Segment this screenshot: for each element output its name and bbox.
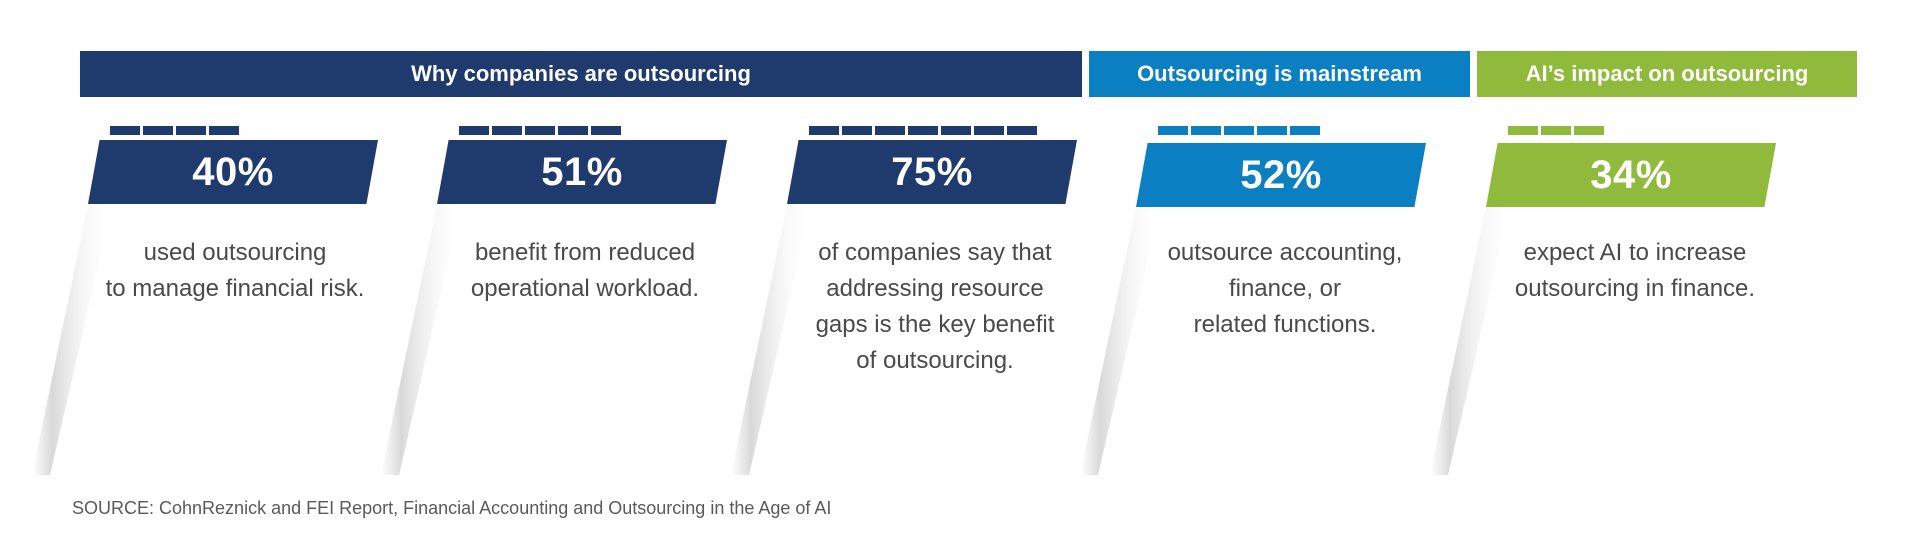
description-line: operational workload.	[470, 275, 700, 302]
tick-strip	[1158, 126, 1320, 135]
header-why-outsourcing: Why companies are outsourcing	[80, 51, 1082, 97]
tick	[875, 126, 905, 135]
tick	[110, 126, 140, 135]
header-outsourcing-mainstream: Outsourcing is mainstream	[1089, 51, 1470, 97]
tick	[591, 126, 621, 135]
stat-34-percent: 34%	[1486, 143, 1776, 207]
tick	[1158, 126, 1188, 135]
card-description: outsource accounting, finance, or relate…	[1150, 235, 1420, 343]
tick	[1508, 126, 1538, 135]
tick	[176, 126, 206, 135]
tick	[908, 126, 938, 135]
card-description: used outsourcing to manage financial ris…	[100, 235, 370, 307]
description-line: addressing resource	[826, 275, 1044, 302]
card-description: of companies say that addressing resourc…	[800, 235, 1070, 379]
tick	[842, 126, 872, 135]
description-line: of outsourcing.	[856, 347, 1014, 374]
card-shadow	[381, 205, 461, 475]
header-ai-impact: AI’s impact on outsourcing	[1477, 51, 1857, 97]
tick-strip	[1508, 126, 1604, 135]
description-line: benefit from reduced	[474, 239, 696, 266]
tick	[809, 126, 839, 135]
tick	[1224, 126, 1254, 135]
description-line: to manage financial risk.	[105, 275, 365, 302]
tick	[974, 126, 1004, 135]
tick	[1191, 126, 1221, 135]
description-line: used outsourcing	[143, 239, 327, 266]
tick	[209, 126, 239, 135]
stat-52-percent: 52%	[1136, 143, 1426, 207]
description-line: of companies say that	[818, 239, 1052, 266]
description-line: gaps is the key benefit	[815, 311, 1055, 338]
tick	[941, 126, 971, 135]
card-description: benefit from reduced operational workloa…	[450, 235, 720, 307]
tick	[143, 126, 173, 135]
tick	[1541, 126, 1571, 135]
tick	[1257, 126, 1287, 135]
tick-strip	[110, 126, 239, 135]
tick	[1007, 126, 1037, 135]
description-line: related functions.	[1193, 311, 1377, 338]
description-line: expect AI to increase	[1523, 239, 1747, 266]
card-shadow	[1080, 207, 1160, 475]
tick	[459, 126, 489, 135]
description-line: outsourcing in finance.	[1514, 275, 1756, 302]
stat-75-percent: 75%	[787, 140, 1077, 204]
card-shadow	[731, 205, 811, 475]
description-line: finance, or	[1228, 275, 1342, 302]
tick	[558, 126, 588, 135]
tick	[492, 126, 522, 135]
source-note: SOURCE: CohnReznick and FEI Report, Fina…	[72, 498, 832, 518]
description-line: outsource accounting,	[1167, 239, 1403, 266]
tick-strip	[459, 126, 621, 135]
tick-strip	[809, 126, 1037, 135]
tick	[525, 126, 555, 135]
tick	[1574, 126, 1604, 135]
tick	[1290, 126, 1320, 135]
card-description: expect AI to increase outsourcing in fin…	[1500, 235, 1770, 307]
stat-40-percent: 40%	[88, 140, 378, 204]
card-shadow	[1430, 207, 1510, 475]
stat-51-percent: 51%	[437, 140, 727, 204]
